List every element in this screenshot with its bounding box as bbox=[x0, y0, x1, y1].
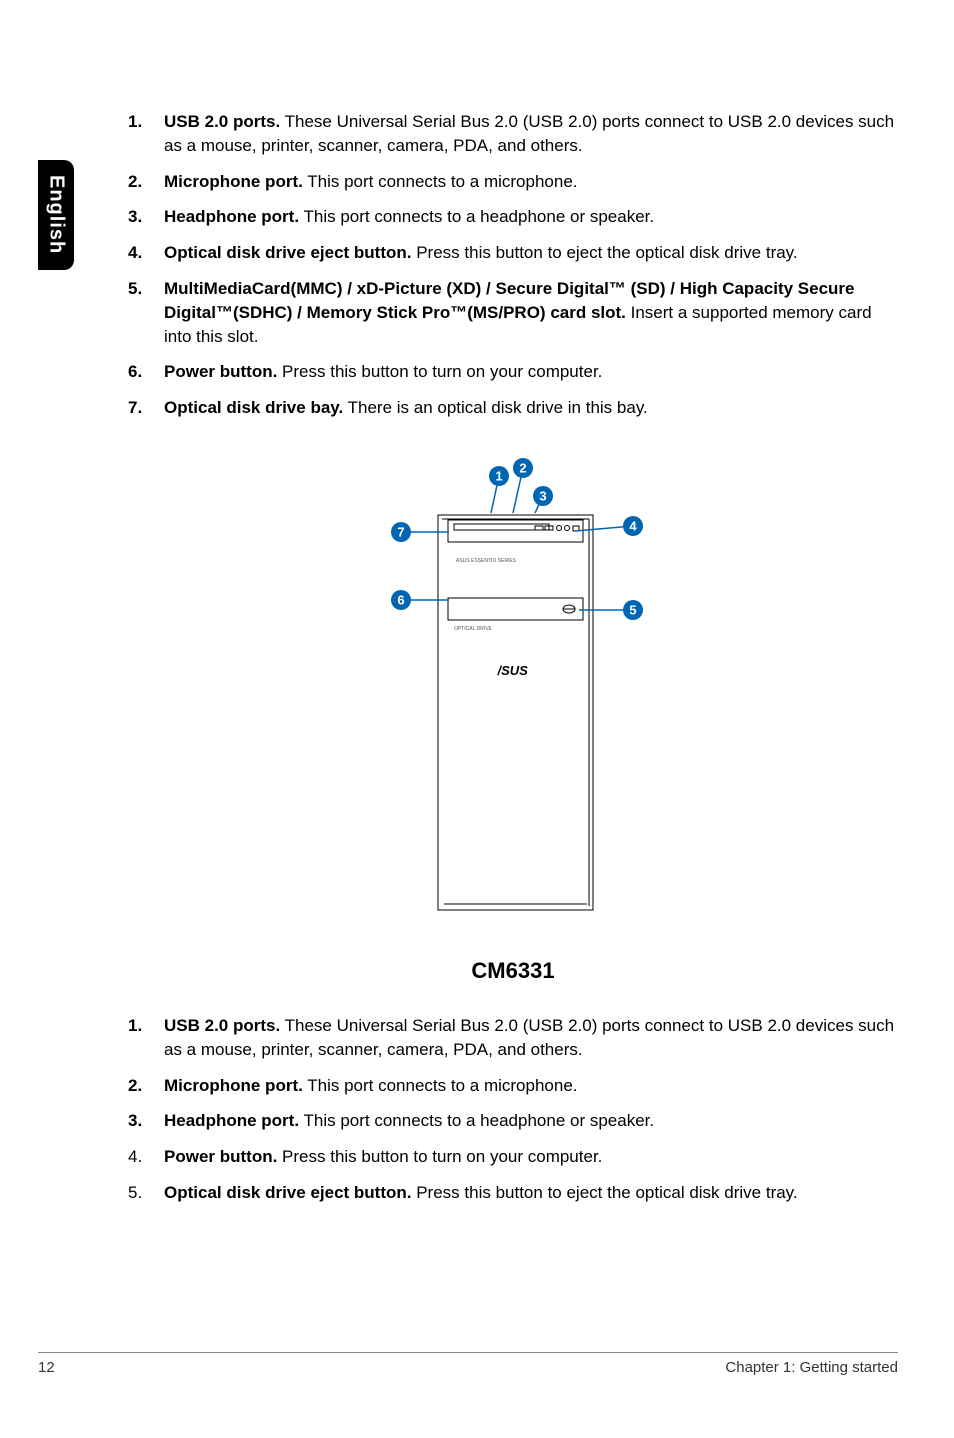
list-bold-label: USB 2.0 ports. bbox=[164, 112, 280, 131]
list-bold-label: Power button. bbox=[164, 362, 277, 381]
list-text: Headphone port. This port connects to a … bbox=[164, 205, 898, 229]
list-item: 1.USB 2.0 ports. These Universal Serial … bbox=[128, 1014, 898, 1062]
list-number: 1. bbox=[128, 1014, 164, 1062]
list-text: Optical disk drive bay. There is an opti… bbox=[164, 396, 898, 420]
svg-text:4: 4 bbox=[629, 518, 637, 533]
list-text: Power button. Press this button to turn … bbox=[164, 360, 898, 384]
list-item: 7.Optical disk drive bay. There is an op… bbox=[128, 396, 898, 420]
svg-text:ASUS ESSENTIO SERIES: ASUS ESSENTIO SERIES bbox=[456, 558, 517, 564]
page-content: 1.USB 2.0 ports. These Universal Serial … bbox=[128, 110, 898, 1217]
list-bold-label: Microphone port. bbox=[164, 1076, 303, 1095]
list-description: This port connects to a microphone. bbox=[303, 172, 578, 191]
svg-text:6: 6 bbox=[397, 592, 404, 607]
list-description: Press this button to eject the optical d… bbox=[412, 243, 798, 262]
svg-text:1: 1 bbox=[495, 468, 502, 483]
list-number: 7. bbox=[128, 396, 164, 420]
list-bold-label: USB 2.0 ports. bbox=[164, 1016, 280, 1035]
list-number: 3. bbox=[128, 205, 164, 229]
list-bold-label: Headphone port. bbox=[164, 207, 299, 226]
list-item: 4.Power button. Press this button to tur… bbox=[128, 1145, 898, 1169]
svg-text:/SUS: /SUS bbox=[497, 663, 529, 678]
list-number: 2. bbox=[128, 170, 164, 194]
language-tab: English bbox=[38, 160, 74, 270]
list-number: 6. bbox=[128, 360, 164, 384]
svg-text:5: 5 bbox=[629, 602, 636, 617]
list-item: 2.Microphone port. This port connects to… bbox=[128, 1074, 898, 1098]
svg-text:2: 2 bbox=[519, 460, 526, 475]
feature-list-2: 1.USB 2.0 ports. These Universal Serial … bbox=[128, 1014, 898, 1205]
list-item: 6.Power button. Press this button to tur… bbox=[128, 360, 898, 384]
list-bold-label: Optical disk drive bay. bbox=[164, 398, 343, 417]
diagram-model-label: CM6331 bbox=[471, 958, 554, 984]
list-text: Optical disk drive eject button. Press t… bbox=[164, 241, 898, 265]
list-description: This port connects to a headphone or spe… bbox=[299, 1111, 654, 1130]
list-description: There is an optical disk drive in this b… bbox=[343, 398, 648, 417]
page-footer: 12 Chapter 1: Getting started bbox=[38, 1352, 898, 1376]
svg-text:7: 7 bbox=[397, 524, 404, 539]
list-number: 5. bbox=[128, 277, 164, 348]
list-description: This port connects to a headphone or spe… bbox=[299, 207, 654, 226]
list-text: Power button. Press this button to turn … bbox=[164, 1145, 898, 1169]
list-bold-label: Optical disk drive eject button. bbox=[164, 1183, 412, 1202]
list-description: Press this button to eject the optical d… bbox=[412, 1183, 798, 1202]
list-item: 5.MultiMediaCard(MMC) / xD-Picture (XD) … bbox=[128, 277, 898, 348]
list-number: 4. bbox=[128, 1145, 164, 1169]
list-text: USB 2.0 ports. These Universal Serial Bu… bbox=[164, 1014, 898, 1062]
list-item: 3.Headphone port. This port connects to … bbox=[128, 1109, 898, 1133]
list-number: 5. bbox=[128, 1181, 164, 1205]
list-description: Press this button to turn on your comput… bbox=[277, 362, 602, 381]
list-text: Headphone port. This port connects to a … bbox=[164, 1109, 898, 1133]
list-text: Microphone port. This port connects to a… bbox=[164, 170, 898, 194]
list-bold-label: Microphone port. bbox=[164, 172, 303, 191]
list-item: 4.Optical disk drive eject button. Press… bbox=[128, 241, 898, 265]
list-text: Optical disk drive eject button. Press t… bbox=[164, 1181, 898, 1205]
diagram-container: ASUS ESSENTIO SERIES OPTICAL DRIVE/SUS 1 23… bbox=[128, 450, 898, 984]
list-item: 2.Microphone port. This port connects to… bbox=[128, 170, 898, 194]
list-text: MultiMediaCard(MMC) / xD-Picture (XD) / … bbox=[164, 277, 898, 348]
list-number: 4. bbox=[128, 241, 164, 265]
page-number: 12 bbox=[38, 1359, 55, 1376]
list-number: 3. bbox=[128, 1109, 164, 1133]
list-description: Press this button to turn on your comput… bbox=[277, 1147, 602, 1166]
chapter-label: Chapter 1: Getting started bbox=[725, 1359, 898, 1376]
list-bold-label: Headphone port. bbox=[164, 1111, 299, 1130]
feature-list-1: 1.USB 2.0 ports. These Universal Serial … bbox=[128, 110, 898, 420]
list-item: 5.Optical disk drive eject button. Press… bbox=[128, 1181, 898, 1205]
list-description: This port connects to a microphone. bbox=[303, 1076, 578, 1095]
list-number: 1. bbox=[128, 110, 164, 158]
language-tab-text: English bbox=[45, 175, 68, 254]
svg-text:OPTICAL DRIVE: OPTICAL DRIVE bbox=[454, 626, 493, 632]
list-number: 2. bbox=[128, 1074, 164, 1098]
list-text: Microphone port. This port connects to a… bbox=[164, 1074, 898, 1098]
list-bold-label: Optical disk drive eject button. bbox=[164, 243, 412, 262]
front-panel-diagram: ASUS ESSENTIO SERIES OPTICAL DRIVE/SUS 1 23… bbox=[333, 450, 693, 950]
list-bold-label: Power button. bbox=[164, 1147, 277, 1166]
list-item: 1.USB 2.0 ports. These Universal Serial … bbox=[128, 110, 898, 158]
svg-text:3: 3 bbox=[539, 488, 546, 503]
list-item: 3.Headphone port. This port connects to … bbox=[128, 205, 898, 229]
list-text: USB 2.0 ports. These Universal Serial Bu… bbox=[164, 110, 898, 158]
